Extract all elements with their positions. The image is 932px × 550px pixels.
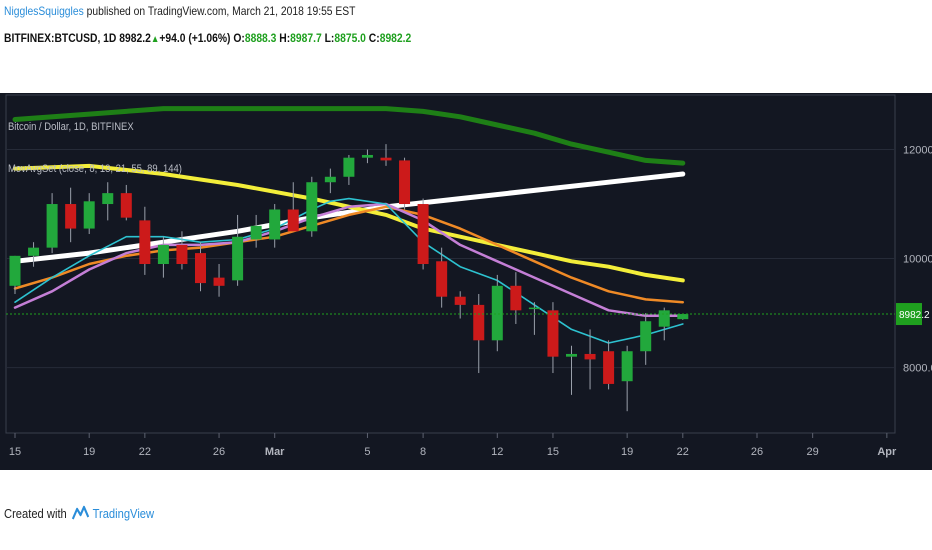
candle-body-25 <box>473 304 485 341</box>
x-tick-label-5: 5 <box>364 446 370 458</box>
close-label: C: <box>368 31 380 45</box>
price-change: +94.0 (+1.06%) <box>159 31 231 45</box>
symbol-ohlc-bar: BITFINEX:BTCUSD, 1D 8982.2▲+94.0 (+1.06%… <box>4 31 411 45</box>
candle-body-33 <box>621 351 633 382</box>
last-price-badge-label: 8982.2 <box>899 310 930 321</box>
up-arrow-icon: ▲ <box>150 34 160 45</box>
candle-body-34 <box>640 321 652 352</box>
x-tick-label-2: 22 <box>139 446 151 458</box>
candle-body-7 <box>139 220 151 264</box>
candle-body-14 <box>269 209 281 240</box>
chart-frame[interactable]: 8000.0 10000.0 12000.0 8982.2 15 19 22 26 Mar 5 8 1… <box>0 93 932 470</box>
low-value: 8875.0 <box>334 31 366 45</box>
candle-body-10 <box>195 253 206 284</box>
candle-body-16 <box>306 182 318 232</box>
x-tick-label-3: 26 <box>213 446 225 458</box>
symbol-label: BITFINEX:BTCUSD, 1D <box>4 31 117 45</box>
ma-13-line <box>13 202 685 318</box>
candle-body-2 <box>46 204 58 248</box>
candle-body-23 <box>436 261 448 297</box>
candle-body-6 <box>120 193 132 218</box>
candle-body-22 <box>417 204 429 264</box>
x-tick-label-8: 15 <box>547 446 559 458</box>
candle-body-32 <box>603 351 615 384</box>
tradingview-logo-icon <box>71 505 90 520</box>
x-tick-label-9: 19 <box>621 446 633 458</box>
ma-21-line <box>13 205 685 304</box>
candle-body-1 <box>28 247 40 256</box>
y-tick-label-2: 12000.0 <box>903 145 932 157</box>
open-label: O: <box>233 31 245 45</box>
high-value: 8987.7 <box>290 31 322 45</box>
candle-body-31 <box>584 353 596 360</box>
candle-body-17 <box>324 176 336 183</box>
price-chart[interactable]: 8000.0 10000.0 12000.0 8982.2 15 19 22 26 Mar 5 8 1… <box>0 93 932 470</box>
plot-border <box>5 94 896 434</box>
candle-body-28 <box>528 307 540 310</box>
footer: Created with TradingView <box>4 504 154 522</box>
candle-body-30 <box>566 353 577 357</box>
candle-body-3 <box>65 204 77 229</box>
candle-body-8 <box>157 244 169 264</box>
x-tick-label-12: 29 <box>807 446 819 458</box>
created-with-text: Created with <box>4 505 67 521</box>
x-tick-label-0: 15 <box>9 446 21 458</box>
candle-body-9 <box>176 244 188 264</box>
last-price-badge <box>896 303 922 326</box>
published-text: published on TradingView.com, March 21, … <box>83 4 356 18</box>
candle-body-13 <box>250 225 262 240</box>
x-tick-label-10: 22 <box>677 446 689 458</box>
indicator-legend: MovAvgSet (close, 8, 13, 21, 55, 89, 144… <box>8 163 182 175</box>
series-legend: Bitcoin / Dollar, 1D, BITFINEX <box>8 121 134 133</box>
candle-body-11 <box>213 277 225 286</box>
last-price: 8982.2 <box>119 31 151 45</box>
candle-body-29 <box>547 310 559 357</box>
y-tick-label-1: 10000.0 <box>903 254 932 266</box>
candle-body-24 <box>454 296 466 305</box>
candle-body-19 <box>361 154 373 158</box>
high-label: H: <box>279 31 291 45</box>
candle-body-26 <box>491 285 503 341</box>
candle-body-21 <box>399 160 411 205</box>
candle-body-27 <box>510 285 522 311</box>
candle-body-5 <box>102 193 114 205</box>
x-tick-label-13: Apr <box>877 446 897 458</box>
author-link[interactable]: NigglesSquiggles <box>4 4 84 18</box>
y-tick-label-0: 8000.0 <box>903 363 932 375</box>
candle-body-35 <box>658 310 670 327</box>
ma-144-line <box>12 106 686 166</box>
x-tick-label-7: 12 <box>491 446 503 458</box>
tradingview-brand[interactable]: TradingView <box>92 505 155 521</box>
x-tick-label-6: 8 <box>420 446 426 458</box>
low-label: L: <box>324 31 335 45</box>
close-value: 8982.2 <box>379 31 412 45</box>
open-value: 8888.3 <box>244 31 277 45</box>
x-tick-label-4: Mar <box>265 446 285 458</box>
candle-body-20 <box>380 157 392 161</box>
x-tick-label-1: 19 <box>83 446 95 458</box>
ma-8-line <box>14 197 684 344</box>
candle-body-15 <box>287 209 299 232</box>
x-tick-label-11: 26 <box>751 446 763 458</box>
candle-body-4 <box>83 201 95 229</box>
candle-body-0 <box>9 255 21 286</box>
ma-89-line <box>12 171 686 264</box>
candle-body-12 <box>232 236 244 281</box>
candle-body-36 <box>677 314 689 320</box>
publish-info: NigglesSquiggles published on TradingVie… <box>4 4 355 18</box>
candle-body-18 <box>343 157 355 177</box>
